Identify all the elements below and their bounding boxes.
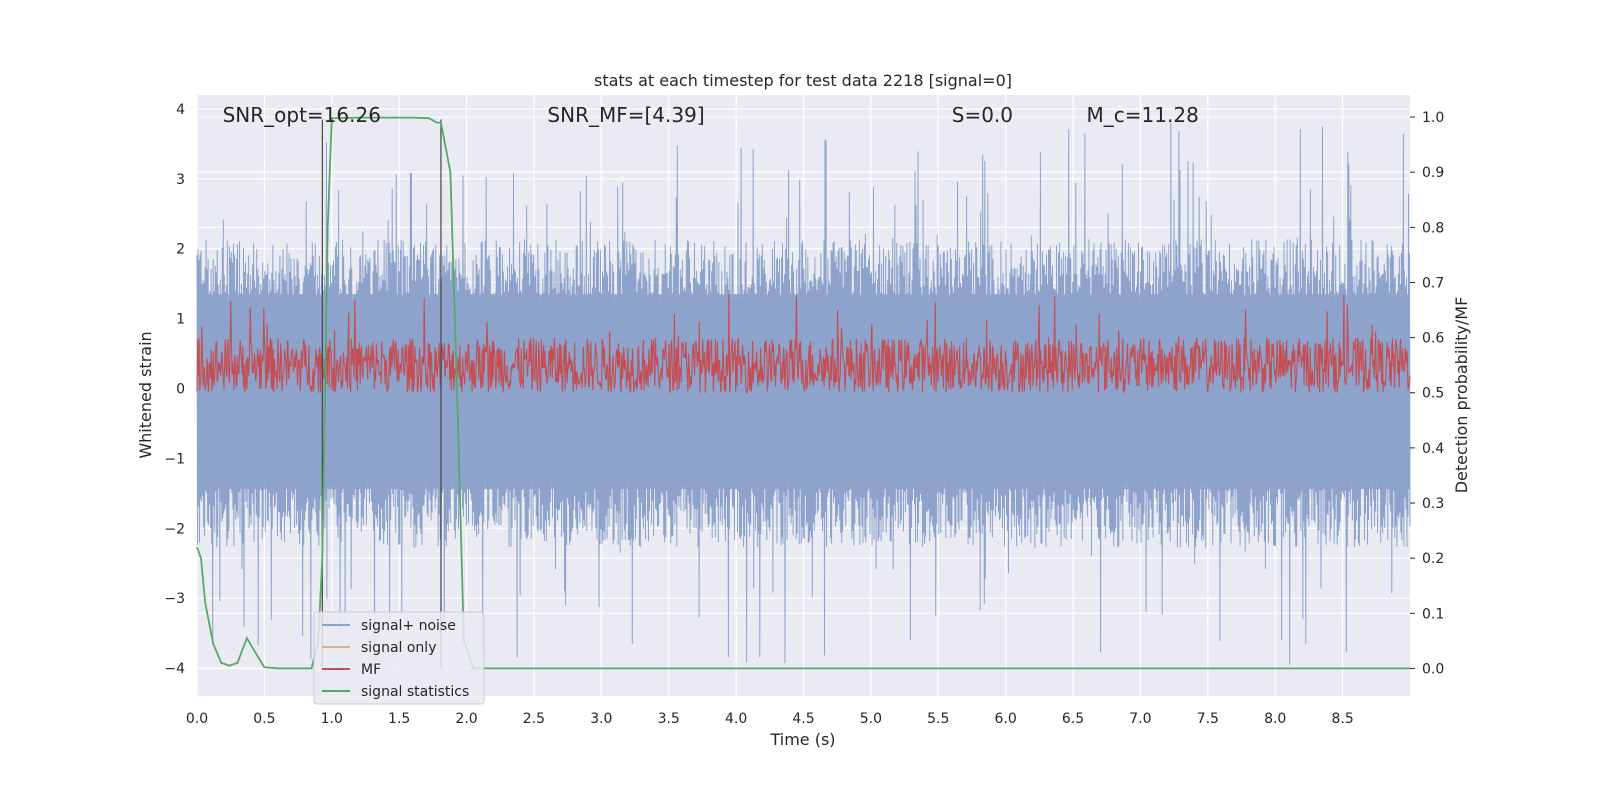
- x-tick-label: 1.0: [321, 711, 343, 727]
- x-tick-label: 8.5: [1331, 711, 1353, 727]
- series-layer: [196, 116, 1411, 670]
- y-axis-label: Whitened strain: [136, 331, 155, 458]
- y-tick-labels: 4 3 2 1 0 −1 −2 −3 −4: [164, 102, 185, 677]
- y2-tick-label: 1.0: [1422, 110, 1444, 126]
- series-mf: [196, 293, 1411, 394]
- legend: signal+ noise signal only MF signal stat…: [313, 611, 485, 705]
- x-tick-label: 3.5: [658, 711, 680, 727]
- annotation-layer: SNR_opt=16.26 SNR_MF=[4.39] S=0.0 M_c=11.28: [223, 103, 1199, 127]
- y-tick-label: 1: [176, 312, 185, 328]
- y2-tick-label: 0.9: [1422, 165, 1444, 181]
- annotation-snr-mf: SNR_MF=[4.39]: [547, 103, 704, 127]
- x-tick-label: 4.0: [725, 711, 747, 727]
- y2-tick-label: 0.8: [1422, 220, 1444, 236]
- y2-tick-label: 0.3: [1422, 496, 1444, 512]
- x-tick-label: 2.5: [523, 711, 545, 727]
- legend-label-signal-statistics: signal statistics: [361, 684, 469, 700]
- y2-tick-labels: 1.0 0.9 0.8 0.7 0.6 0.5 0.4 0.3 0.2 0.1 0.0: [1410, 110, 1444, 677]
- x-tick-label: 1.5: [388, 711, 410, 727]
- x-tick-label: 6.5: [1062, 711, 1084, 727]
- x-tick-label: 8.0: [1264, 711, 1286, 727]
- legend-box: [313, 611, 485, 705]
- x-tick-label: 6.0: [995, 711, 1017, 727]
- y2-tick-label: 0.6: [1422, 331, 1444, 347]
- x-tick-label: 0.0: [186, 711, 208, 727]
- annotation-mc-value: M_c=11.28: [1087, 103, 1199, 127]
- y2-tick-label: 0.5: [1422, 386, 1444, 402]
- x-axis-label: Time (s): [769, 730, 835, 749]
- annotation-s-value: S=0.0: [952, 103, 1013, 127]
- y2-tick-label: 0.7: [1422, 275, 1444, 291]
- y2-tick-label: 0.4: [1422, 441, 1444, 457]
- y2-tick-label: 0.0: [1422, 661, 1444, 677]
- y-tick-label: −4: [164, 661, 185, 677]
- legend-label-signal-only: signal only: [361, 640, 436, 656]
- x-tick-label: 5.5: [927, 711, 949, 727]
- x-tick-label: 7.0: [1129, 711, 1151, 727]
- annotation-snr-opt: SNR_opt=16.26: [223, 103, 381, 127]
- x-tick-label: 4.5: [792, 711, 814, 727]
- y-tick-label: 4: [176, 102, 185, 118]
- y2-tick-label: 0.2: [1422, 551, 1444, 567]
- x-tick-label: 0.5: [253, 711, 275, 727]
- x-tick-label: 3.0: [590, 711, 612, 727]
- y-tick-label: 2: [176, 242, 185, 258]
- series-signal-noise-band: [197, 294, 1410, 490]
- y2-tick-label: 0.1: [1422, 606, 1444, 622]
- x-tick-label: 2.0: [455, 711, 477, 727]
- x-tick-labels: 0.0 0.5 1.0 1.5 2.0 2.5 3.0 3.5 4.0 4.5 5.0 5.5 6.0 6…: [186, 711, 1354, 727]
- x-tick-label: 5.0: [860, 711, 882, 727]
- y-tick-label: −2: [164, 521, 185, 537]
- series-signal-statistics: [196, 116, 1410, 670]
- chart-title: stats at each timestep for test data 221…: [594, 71, 1012, 90]
- legend-label-mf: MF: [361, 662, 381, 678]
- x-tick-label: 7.5: [1197, 711, 1219, 727]
- y2-axis-label: Detection probability/MF: [1452, 297, 1471, 494]
- y-tick-label: −1: [164, 451, 185, 467]
- y-tick-label: −3: [164, 591, 185, 607]
- y-tick-label: 0: [176, 382, 185, 398]
- y-tick-label: 3: [176, 172, 185, 188]
- legend-label-signal-noise: signal+ noise: [361, 618, 456, 634]
